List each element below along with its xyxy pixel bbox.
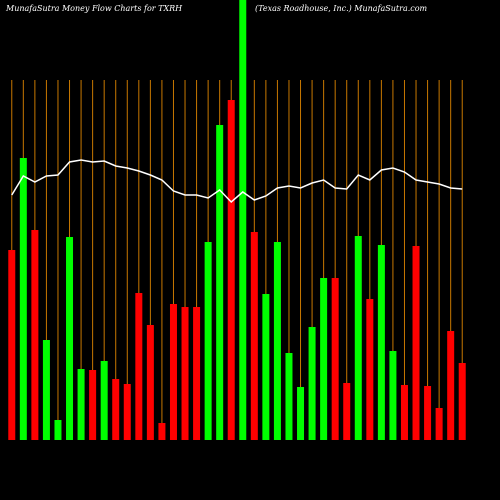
bar	[31, 230, 39, 440]
bar	[389, 351, 397, 440]
bar	[297, 387, 305, 440]
bar	[100, 361, 108, 440]
bar	[204, 242, 212, 440]
bar	[285, 353, 293, 440]
bar	[424, 386, 432, 440]
bar	[458, 363, 466, 440]
bar	[400, 385, 408, 440]
bar	[66, 237, 74, 440]
bar	[435, 408, 443, 440]
bar	[77, 369, 85, 440]
bar	[123, 384, 131, 440]
bar	[158, 423, 166, 440]
bar	[366, 299, 374, 440]
chart-title: MunafaSutra Money Flow Charts for TXRH	[5, 4, 183, 13]
bar	[169, 304, 177, 440]
bar	[331, 278, 339, 440]
bar	[227, 100, 235, 440]
bar	[193, 307, 201, 440]
bar	[377, 245, 385, 440]
bar	[447, 331, 455, 440]
bar	[343, 383, 351, 440]
plot-area	[8, 0, 466, 440]
bar	[320, 278, 328, 440]
money-flow-line	[11, 159, 463, 204]
bar	[42, 340, 50, 440]
bar	[250, 232, 258, 440]
bar	[273, 242, 281, 440]
bar	[181, 307, 189, 440]
bar	[239, 0, 247, 440]
bar	[112, 379, 120, 440]
bar	[54, 420, 62, 440]
bar	[412, 246, 420, 440]
bar	[354, 236, 362, 440]
bar	[146, 325, 154, 440]
bar	[19, 158, 27, 440]
bar	[135, 293, 143, 440]
bar	[308, 327, 316, 440]
bar	[89, 370, 97, 440]
chart-subtitle: (Texas Roadhouse, Inc.) MunafaSutra.com	[255, 4, 428, 13]
bar	[216, 125, 224, 440]
bar	[8, 250, 16, 440]
bar	[262, 294, 270, 440]
